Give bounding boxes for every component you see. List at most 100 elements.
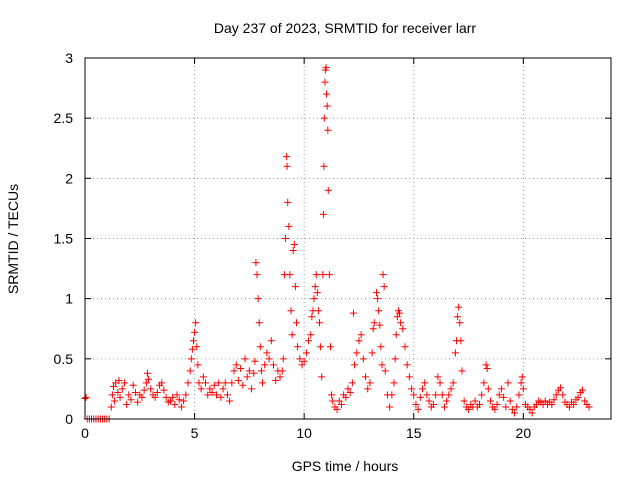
data-point: [359, 355, 367, 363]
data-point: [471, 397, 479, 405]
data-point: [272, 376, 280, 384]
data-point: [478, 391, 486, 399]
data-point: [223, 391, 231, 399]
data-point: [491, 405, 499, 413]
data-point: [319, 210, 327, 218]
data-point: [127, 396, 135, 404]
data-point: [177, 403, 185, 411]
y-tick-label: 2: [65, 170, 73, 186]
data-point: [484, 385, 492, 393]
data-point: [169, 393, 177, 401]
data-point: [180, 397, 188, 405]
data-point: [440, 403, 448, 411]
data-point: [294, 343, 302, 351]
data-point: [386, 403, 394, 411]
data-point: [377, 343, 385, 351]
data-point: [199, 373, 207, 381]
data-point: [454, 313, 462, 321]
data-point: [108, 391, 116, 399]
data-point: [532, 401, 540, 409]
data-point: [250, 369, 258, 377]
data-point: [312, 271, 320, 279]
data-point: [518, 373, 526, 381]
data-point: [194, 361, 202, 369]
data-point: [318, 373, 326, 381]
data-point: [259, 379, 267, 387]
data-point: [175, 396, 183, 404]
data-point: [282, 235, 290, 242]
data-point: [317, 343, 325, 351]
data-point: [476, 401, 483, 409]
data-point: [316, 319, 324, 327]
data-point: [500, 393, 508, 401]
data-point: [290, 241, 298, 249]
data-point: [570, 401, 578, 409]
data-point: [162, 393, 170, 401]
data-point: [308, 313, 316, 321]
data-point: [255, 319, 263, 327]
data-point: [349, 309, 357, 317]
data-point: [574, 393, 582, 401]
data-point: [131, 389, 139, 397]
data-point: [278, 367, 286, 375]
data-point: [399, 325, 407, 333]
data-point: [239, 381, 247, 389]
data-point: [375, 307, 383, 315]
data-point: [276, 373, 284, 381]
data-point: [528, 409, 536, 417]
x-axis-label: GPS time / hours: [292, 458, 399, 474]
data-point: [160, 386, 168, 394]
data-point: [151, 393, 159, 401]
data-point: [436, 379, 444, 387]
data-point: [504, 379, 512, 387]
data-point: [267, 337, 275, 345]
data-point: [261, 361, 269, 369]
data-point: [403, 361, 411, 369]
data-point: [414, 405, 422, 413]
data-point: [429, 401, 437, 409]
data-point: [325, 271, 333, 279]
data-point: [425, 397, 433, 405]
data-point: [355, 337, 363, 345]
data-point: [511, 409, 519, 417]
data-point: [252, 259, 260, 267]
data-point: [311, 283, 319, 291]
data-point: [362, 373, 370, 381]
data-point: [283, 162, 291, 170]
data-point: [184, 379, 192, 387]
data-point: [445, 391, 453, 399]
data-point: [189, 337, 197, 345]
data-point: [213, 391, 220, 399]
data-point: [257, 367, 265, 375]
data-point: [392, 331, 400, 339]
data-point: [296, 355, 304, 363]
y-tick-label: 0.5: [54, 351, 74, 367]
data-point: [579, 386, 587, 394]
data-point: [171, 401, 179, 409]
data-point: [322, 64, 330, 72]
data-point: [116, 393, 124, 401]
x-tick-label: 15: [406, 425, 422, 441]
data-point: [552, 391, 560, 399]
data-point: [269, 361, 277, 369]
x-tick-label: 10: [296, 425, 312, 441]
data-point: [515, 391, 523, 399]
data-point: [215, 379, 223, 387]
data-point: [372, 289, 380, 297]
data-point: [581, 397, 589, 405]
data-point: [495, 391, 503, 399]
data-point: [434, 373, 442, 381]
y-axis-label: SRMTID / TECUs: [5, 184, 21, 294]
data-point: [333, 405, 341, 413]
data-point: [143, 369, 151, 377]
data-point: [548, 401, 556, 409]
y-tick-label: 0: [65, 411, 73, 427]
data-point: [408, 385, 416, 393]
data-point: [188, 345, 196, 353]
data-point: [291, 283, 299, 291]
data-point: [447, 385, 455, 393]
data-point: [321, 78, 329, 86]
data-point: [319, 271, 327, 279]
